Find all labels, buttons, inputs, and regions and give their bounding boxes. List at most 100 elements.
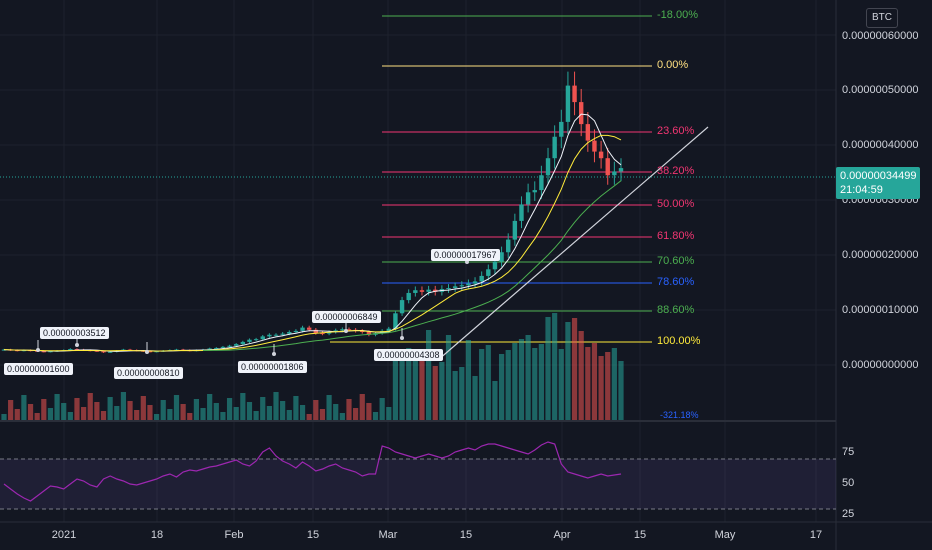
volume-bar — [372, 412, 379, 420]
volume-bar — [578, 331, 584, 420]
volume-bar — [41, 399, 47, 420]
candle-body — [360, 330, 365, 332]
volume-bar — [81, 407, 87, 420]
candle-body — [399, 300, 405, 314]
volume-bar — [14, 409, 20, 420]
price-callout: 0.00000004308 — [374, 349, 443, 361]
candle-body — [393, 313, 398, 329]
volume-bar — [213, 403, 219, 420]
candle-body — [273, 334, 279, 336]
volume-bar — [226, 398, 233, 420]
candle-body — [426, 289, 431, 292]
candle-body — [506, 239, 511, 253]
volume-bar — [432, 366, 438, 420]
candle-body — [227, 345, 232, 347]
time-tick: 2021 — [51, 529, 77, 541]
candle-body — [419, 290, 425, 292]
price-tick: 0.00000010000 — [842, 304, 919, 316]
candle-body — [74, 349, 80, 351]
candle-body — [267, 334, 272, 337]
fib-retracement[interactable] — [330, 15, 652, 343]
candle-body — [214, 347, 219, 349]
volume-bar — [532, 348, 538, 420]
volume-bar — [538, 344, 544, 420]
fib-level-label: 38.20% — [657, 165, 695, 177]
volume-bar — [173, 395, 180, 420]
time-tick: Mar — [378, 529, 398, 541]
volume-bar — [611, 348, 617, 420]
candle-body — [306, 327, 312, 330]
price-callout: 0.00000003512 — [40, 327, 109, 339]
time-tick: 18 — [150, 529, 164, 541]
volume-bar — [153, 414, 160, 420]
rsi-tick: 75 — [842, 446, 855, 458]
volume-bar — [459, 367, 465, 420]
candle-body — [592, 140, 597, 152]
candle-body — [532, 190, 537, 193]
ma-slow-line — [202, 180, 622, 351]
volume-bar — [333, 404, 339, 420]
volume-bar — [392, 356, 399, 420]
volume-bar — [260, 397, 266, 420]
volume-bar — [134, 410, 140, 420]
volume-bar — [346, 399, 352, 420]
volume-bar — [127, 401, 133, 420]
volume-bar — [147, 405, 153, 420]
volume-bar — [220, 412, 226, 420]
candle-body — [147, 351, 153, 353]
trendline[interactable] — [437, 126, 709, 361]
volume-bar — [439, 362, 445, 420]
price-callout: 0.00000001806 — [238, 361, 307, 373]
candle-body — [253, 339, 259, 341]
volume-bar — [485, 345, 491, 420]
candle-body — [559, 121, 564, 137]
volume-bar — [299, 405, 306, 420]
volume-bar — [366, 403, 372, 420]
volume-bar — [605, 352, 611, 420]
volume-bar — [306, 414, 312, 420]
candle-body — [472, 281, 478, 284]
candle-body — [101, 351, 106, 353]
volume-bar — [160, 400, 166, 420]
volume-bar — [426, 330, 432, 420]
candle-body — [247, 339, 252, 342]
candle-body — [479, 275, 484, 282]
volume-bar — [240, 393, 246, 420]
volume-bar — [479, 349, 485, 420]
volume-bar — [187, 413, 193, 420]
time-tick: 15 — [633, 529, 647, 541]
volume-bar — [293, 396, 299, 420]
volume-bar — [120, 392, 127, 420]
grid — [0, 0, 836, 522]
candle-body — [612, 171, 617, 176]
callout-markers — [36, 252, 469, 356]
volume-bar — [552, 313, 558, 420]
volume-bar — [412, 361, 418, 420]
volume-bar — [27, 404, 34, 420]
symbol-badge[interactable]: BTC — [866, 8, 898, 28]
fib-level-label: 23.60% — [657, 125, 695, 137]
volume-bar — [114, 406, 120, 420]
volume-bar — [34, 413, 40, 420]
candle-body — [21, 350, 27, 352]
volume-bar — [1, 414, 7, 420]
volume-bar — [180, 404, 186, 420]
fib-level-label: 78.60% — [657, 276, 695, 288]
callout-dot — [36, 348, 40, 352]
candle-body — [585, 124, 591, 141]
candle-body — [48, 351, 53, 353]
candle-body — [565, 85, 571, 122]
volume-bar — [280, 401, 286, 420]
price-tick: 0.00000040000 — [842, 139, 919, 151]
volume-bar — [326, 395, 332, 420]
volume-bar — [253, 411, 259, 420]
candle-body — [68, 349, 73, 351]
volume-bar — [266, 406, 272, 420]
price-callout: 0.00000001600 — [4, 363, 73, 375]
candle-body — [539, 175, 544, 191]
rsi-line — [3, 441, 622, 502]
volume-bar — [399, 352, 405, 420]
volume-bar — [273, 392, 279, 420]
volume-bar — [233, 407, 239, 420]
